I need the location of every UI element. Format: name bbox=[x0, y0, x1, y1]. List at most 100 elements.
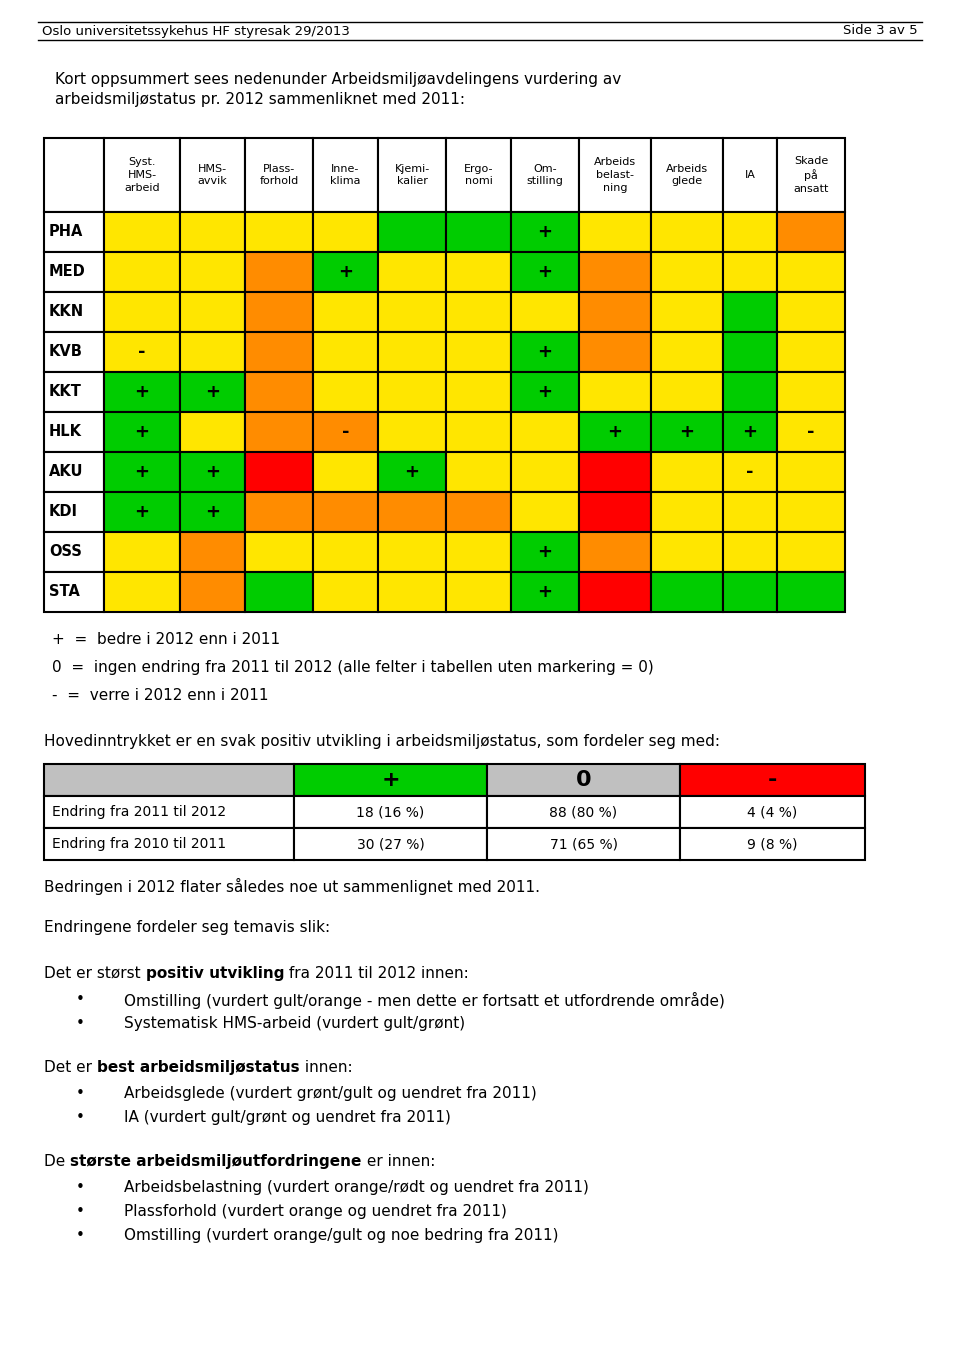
Text: Arbeids
glede: Arbeids glede bbox=[666, 163, 708, 187]
Text: +  =  bedre i 2012 enn i 2011: + = bedre i 2012 enn i 2011 bbox=[52, 632, 280, 647]
Text: +: + bbox=[538, 263, 553, 281]
Text: PHA: PHA bbox=[49, 225, 84, 240]
Bar bbox=[723, 533, 777, 572]
Bar bbox=[378, 572, 446, 612]
Bar bbox=[777, 452, 845, 492]
Bar bbox=[511, 452, 579, 492]
Text: +: + bbox=[134, 463, 150, 481]
Bar bbox=[44, 411, 104, 452]
Text: -: - bbox=[138, 343, 146, 361]
Bar bbox=[777, 252, 845, 291]
Bar bbox=[651, 332, 723, 372]
Bar bbox=[44, 828, 294, 859]
Bar bbox=[723, 372, 777, 411]
Bar bbox=[378, 212, 446, 252]
Bar bbox=[723, 411, 777, 452]
Text: +: + bbox=[134, 383, 150, 400]
Text: Omstilling (vurdert orange/gult og noe bedring fra 2011): Omstilling (vurdert orange/gult og noe b… bbox=[124, 1229, 559, 1244]
Bar bbox=[378, 492, 446, 533]
Bar bbox=[180, 492, 245, 533]
Text: -: - bbox=[768, 770, 778, 790]
Bar bbox=[579, 372, 651, 411]
Bar bbox=[487, 828, 680, 859]
Text: fra 2011 til 2012 innen:: fra 2011 til 2012 innen: bbox=[284, 966, 468, 981]
Text: +: + bbox=[134, 424, 150, 441]
Bar bbox=[446, 212, 511, 252]
Bar bbox=[44, 252, 104, 291]
Text: 71 (65 %): 71 (65 %) bbox=[549, 838, 617, 851]
Bar bbox=[44, 764, 294, 795]
Bar bbox=[446, 452, 511, 492]
Text: +: + bbox=[742, 424, 757, 441]
Bar bbox=[104, 492, 180, 533]
Text: KKT: KKT bbox=[49, 384, 82, 399]
Bar bbox=[104, 212, 180, 252]
Text: 30 (27 %): 30 (27 %) bbox=[356, 838, 424, 851]
Bar bbox=[104, 411, 180, 452]
Text: Endring fra 2010 til 2011: Endring fra 2010 til 2011 bbox=[52, 838, 227, 851]
Text: Det er: Det er bbox=[44, 1060, 97, 1075]
Bar bbox=[313, 138, 378, 212]
Text: +: + bbox=[404, 463, 420, 481]
Bar bbox=[245, 212, 313, 252]
Text: •: • bbox=[76, 1086, 84, 1100]
Bar bbox=[446, 138, 511, 212]
Bar bbox=[180, 411, 245, 452]
Bar bbox=[44, 291, 104, 332]
Text: Oslo universitetssykehus HF styresak 29/2013: Oslo universitetssykehus HF styresak 29/… bbox=[42, 25, 349, 38]
Text: innen:: innen: bbox=[300, 1060, 352, 1075]
Bar bbox=[44, 332, 104, 372]
Bar bbox=[579, 411, 651, 452]
Text: +: + bbox=[205, 503, 220, 522]
Text: -: - bbox=[746, 463, 754, 481]
Bar bbox=[651, 252, 723, 291]
Bar bbox=[180, 291, 245, 332]
Bar bbox=[245, 138, 313, 212]
Text: Syst.
HMS-
arbeid: Syst. HMS- arbeid bbox=[124, 157, 159, 193]
Text: Plassforhold (vurdert orange og uendret fra 2011): Plassforhold (vurdert orange og uendret … bbox=[124, 1204, 507, 1219]
Bar bbox=[180, 138, 245, 212]
Bar bbox=[723, 572, 777, 612]
Bar bbox=[579, 533, 651, 572]
Text: STA: STA bbox=[49, 584, 80, 599]
Bar bbox=[180, 212, 245, 252]
Text: Det er størst: Det er størst bbox=[44, 966, 146, 981]
Bar bbox=[44, 533, 104, 572]
Bar bbox=[723, 452, 777, 492]
Bar bbox=[180, 332, 245, 372]
Bar bbox=[723, 212, 777, 252]
Bar bbox=[245, 533, 313, 572]
Bar bbox=[651, 372, 723, 411]
Bar bbox=[44, 452, 104, 492]
Bar bbox=[245, 252, 313, 291]
Text: Arbeidsbelastning (vurdert orange/rødt og uendret fra 2011): Arbeidsbelastning (vurdert orange/rødt o… bbox=[124, 1179, 588, 1194]
Text: +: + bbox=[205, 383, 220, 400]
Bar bbox=[378, 332, 446, 372]
Bar bbox=[104, 572, 180, 612]
Bar bbox=[245, 492, 313, 533]
Bar bbox=[313, 212, 378, 252]
Bar bbox=[777, 138, 845, 212]
Bar bbox=[579, 252, 651, 291]
Bar bbox=[777, 291, 845, 332]
Bar bbox=[44, 795, 294, 828]
Text: +: + bbox=[538, 223, 553, 241]
Bar bbox=[777, 372, 845, 411]
Bar bbox=[245, 372, 313, 411]
Bar bbox=[651, 492, 723, 533]
Bar bbox=[651, 291, 723, 332]
Bar bbox=[511, 252, 579, 291]
Text: er innen:: er innen: bbox=[362, 1154, 435, 1169]
Bar bbox=[446, 291, 511, 332]
Text: arbeidsmiljøstatus pr. 2012 sammenliknet med 2011:: arbeidsmiljøstatus pr. 2012 sammenliknet… bbox=[55, 93, 465, 108]
Text: +: + bbox=[538, 583, 553, 601]
Bar bbox=[680, 828, 865, 859]
Bar bbox=[723, 291, 777, 332]
Bar bbox=[579, 572, 651, 612]
Text: IA (vurdert gult/grønt og uendret fra 2011): IA (vurdert gult/grønt og uendret fra 20… bbox=[124, 1110, 451, 1125]
Bar bbox=[446, 533, 511, 572]
Bar bbox=[511, 492, 579, 533]
Bar bbox=[511, 291, 579, 332]
Bar bbox=[511, 138, 579, 212]
Text: 9 (8 %): 9 (8 %) bbox=[747, 838, 798, 851]
